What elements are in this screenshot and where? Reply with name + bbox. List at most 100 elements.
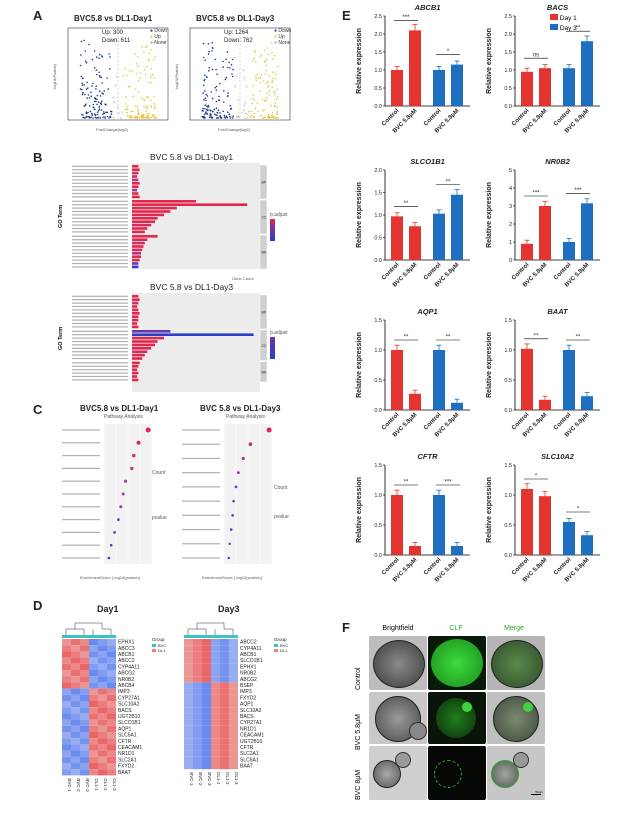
go-bar — [132, 230, 145, 234]
volcano-point — [130, 70, 133, 73]
volcano-point — [96, 98, 98, 101]
volcano-point — [145, 107, 147, 109]
kegg-count-label-day1: Count — [152, 470, 166, 476]
heatmap-cell — [71, 701, 80, 708]
volcano-point — [229, 115, 231, 118]
heatmap-cell — [62, 682, 71, 689]
go-bar — [132, 171, 139, 175]
heatmap-title-day3: Day3 — [218, 604, 240, 614]
volcano-point — [106, 77, 108, 79]
volcano-point — [95, 73, 98, 76]
heatmap-cell — [80, 744, 89, 751]
volcano-point — [86, 81, 88, 84]
volcano-point — [137, 79, 140, 82]
volcano-point — [231, 73, 233, 75]
volcano-point — [132, 116, 134, 118]
heatmap-cell — [80, 639, 89, 646]
volcano-point — [217, 109, 220, 111]
volcano-point — [150, 67, 153, 70]
bar — [409, 546, 421, 555]
volcano-point — [275, 98, 278, 100]
heatmap-day3: ABCC2CYP4A11ABCB1SLCO1B1EPHX1NR0B2ABCG2B… — [184, 622, 288, 786]
heatmap-cell — [193, 688, 202, 695]
volcano-point — [94, 108, 96, 111]
volcano-point — [243, 77, 246, 80]
bar — [409, 393, 421, 410]
heatmap-cell — [71, 694, 80, 701]
volcano-point — [267, 81, 269, 83]
volcano-point — [101, 56, 104, 58]
heatmap-cell — [202, 676, 211, 683]
go-group-strip — [259, 164, 268, 200]
volcano-point — [94, 98, 97, 100]
go-term-label — [72, 189, 128, 191]
y-axis-label: Relative expression — [486, 477, 493, 543]
heatmap-cell — [98, 670, 107, 677]
volcano-point — [228, 61, 230, 64]
volcano-point — [273, 115, 275, 118]
volcano-point — [102, 116, 104, 118]
heatmap-cell — [80, 719, 89, 726]
heatmap-cell — [193, 639, 202, 646]
heatmap-gene-label: NR0B2 — [240, 671, 256, 677]
go-term-label — [72, 330, 128, 332]
volcano-point — [132, 95, 134, 98]
go-legend-title-day1: p.adjust — [270, 212, 288, 218]
heatmap-cell — [229, 763, 238, 770]
volcano-point — [271, 81, 273, 84]
heatmap-cell — [211, 694, 220, 701]
heatmap-cell — [202, 756, 211, 763]
heatmap-cell — [107, 707, 116, 714]
bar — [409, 30, 421, 106]
volcano-point — [92, 117, 94, 119]
heatmap-gene-label: BAAT — [118, 770, 131, 776]
kegg-count-label-day3: Count — [274, 485, 288, 491]
go-bar — [132, 298, 140, 301]
volcano-point — [128, 116, 131, 119]
volcano-point — [147, 96, 149, 99]
heatmap-cell — [202, 670, 211, 677]
volcano-point — [271, 111, 274, 114]
merge-control — [487, 636, 545, 690]
clf-bvc58 — [428, 692, 486, 744]
volcano-point — [136, 117, 138, 119]
volcano-point — [238, 116, 240, 118]
y-axis-label: Relative expression — [356, 28, 363, 94]
bar — [521, 243, 533, 260]
heatmap-cell — [80, 701, 89, 708]
volcano-point — [215, 68, 217, 71]
y-tick-label: 0.0 — [374, 104, 382, 110]
volcano-point — [235, 75, 238, 78]
volcano-point — [96, 56, 98, 58]
heatmap-cell — [229, 663, 238, 670]
go-bar — [132, 365, 139, 368]
bar — [391, 70, 403, 106]
heatmap-cell — [193, 756, 202, 763]
heatmap-cell — [71, 682, 80, 689]
volcano-point — [87, 115, 89, 118]
heatmap-cell — [80, 769, 89, 776]
kegg-term-label — [62, 519, 100, 521]
volcano-point — [252, 84, 254, 87]
y-tick-label: 1.0 — [374, 493, 382, 499]
heatmap-cell — [62, 657, 71, 664]
heatmap-gene-label: ABCG2 — [240, 677, 257, 683]
volcano-point — [231, 58, 234, 61]
volcano-point — [112, 96, 115, 99]
heatmap-cell — [220, 763, 229, 770]
sig-label: *** — [444, 480, 452, 486]
heatmap-cell — [107, 769, 116, 776]
volcano-point — [210, 109, 212, 112]
go-bar — [132, 333, 254, 336]
heatmap-cell — [98, 651, 107, 658]
bar — [451, 546, 463, 555]
volcano-point — [95, 69, 98, 71]
go-bar — [132, 340, 158, 343]
heatmap-cell — [202, 732, 211, 739]
heatmap-legend-dl1: DL1 — [158, 648, 166, 653]
heatmap-cell — [98, 750, 107, 757]
volcano-point — [88, 97, 91, 99]
volcano-point — [96, 113, 99, 116]
volcano-point — [102, 113, 104, 115]
